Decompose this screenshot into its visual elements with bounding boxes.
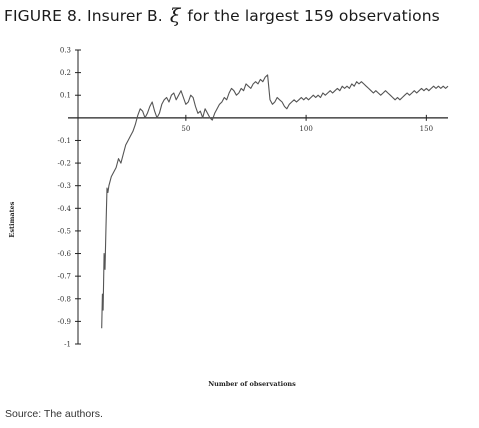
x-tick-label: 50 <box>181 125 190 133</box>
x-tick-label: 100 <box>299 125 312 133</box>
x-axis: 50 100 150 <box>68 114 448 133</box>
x-tick-label: 150 <box>420 125 433 133</box>
figure-title-prefix: FIGURE 8. Insurer B. <box>4 7 163 25</box>
y-tick-label: 0.1 <box>60 92 71 100</box>
y-tick-label: -0.1 <box>58 137 72 145</box>
y-tick-label: -0.5 <box>58 227 72 235</box>
figure-title: FIGURE 8. Insurer B. ^ ξ for the largest … <box>4 0 440 28</box>
y-tick-label: -0.8 <box>58 295 72 303</box>
y-tick-label: -1 <box>64 341 71 349</box>
y-tick-label: -0.7 <box>58 273 72 281</box>
figure-source: Source: The authors. <box>5 408 103 420</box>
series-group <box>101 74 449 329</box>
hat-accent: ^ <box>172 0 185 10</box>
y-tick-label: 0.2 <box>60 69 71 77</box>
y-axis-label: Estimates <box>8 201 16 237</box>
y-tick-label: -0.6 <box>58 250 72 258</box>
y-tick-label: -0.9 <box>58 318 72 326</box>
xi-symbol: ξ <box>169 5 181 27</box>
x-axis-label: Number of observations <box>208 380 296 388</box>
estimates-line-chart: 0.3 0.2 0.1 -0.1 -0.2 -0.3 -0.4 -0.5 -0.6 -0.7 -0.… <box>8 47 449 388</box>
y-axis: 0.3 0.2 0.1 -0.1 -0.2 -0.3 -0.4 -0.5 -0.6 -0.7 -0.… <box>58 47 81 349</box>
y-tick-label: -0.4 <box>58 205 72 213</box>
estimates-series-line <box>101 74 449 329</box>
xi-hat-symbol: ^ ξ <box>168 0 185 27</box>
y-tick-label: -0.2 <box>58 160 72 168</box>
y-tick-label: 0.3 <box>60 47 71 55</box>
figure-title-suffix: for the largest 159 observations <box>187 7 440 25</box>
y-tick-label: -0.3 <box>58 182 72 190</box>
